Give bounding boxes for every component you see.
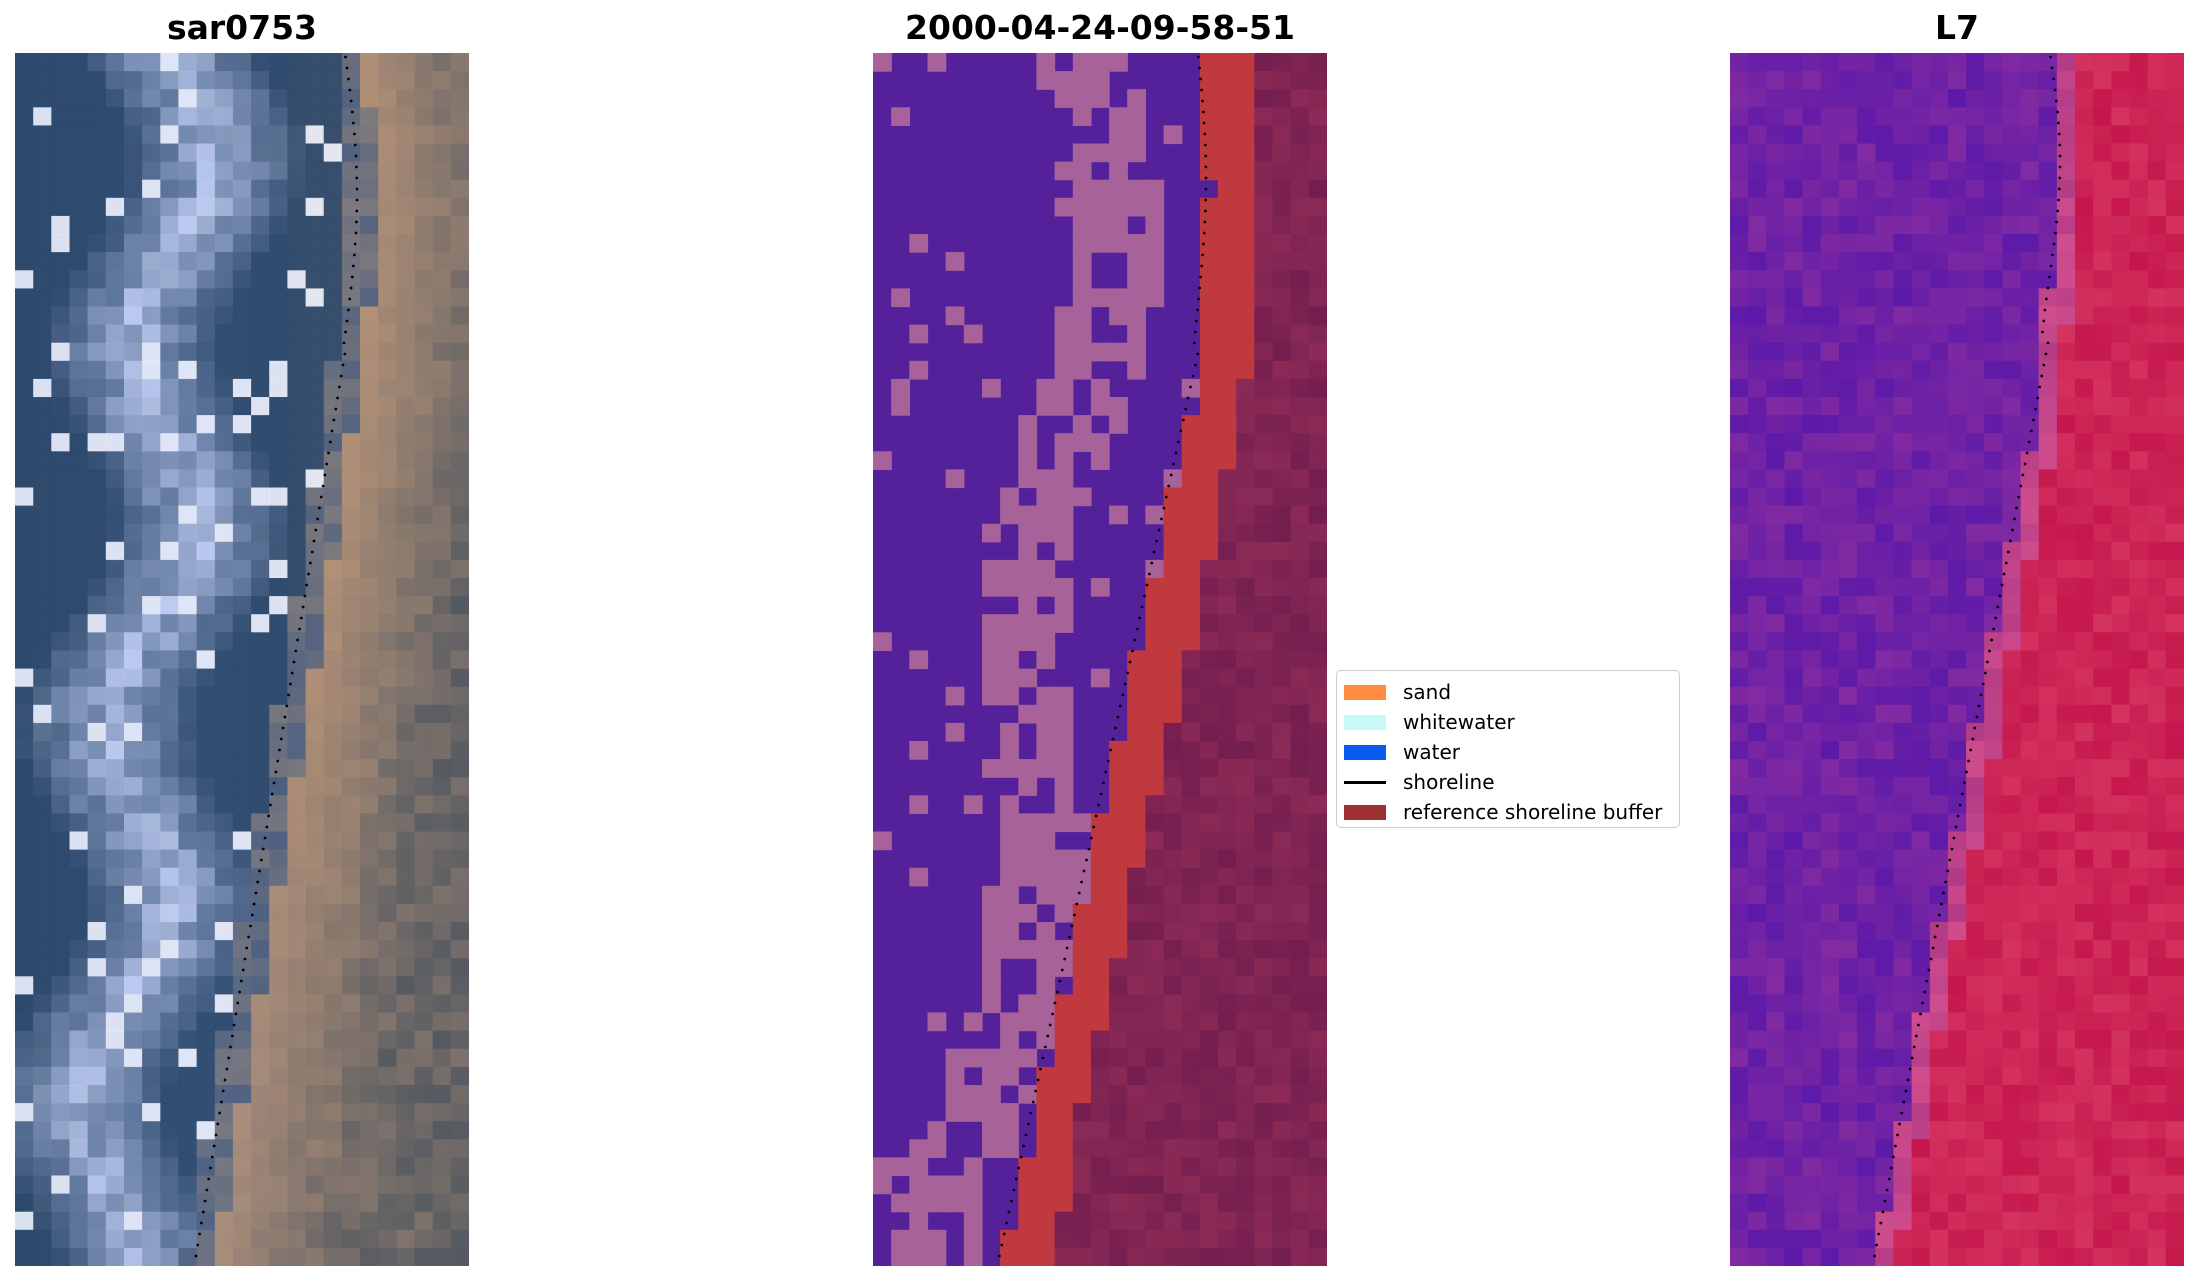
legend-item-whitewater: whitewater bbox=[1344, 707, 1671, 737]
legend-label: sand bbox=[1403, 680, 1452, 704]
legend-item-sand: sand bbox=[1344, 677, 1671, 707]
legend-swatch-water bbox=[1344, 744, 1386, 760]
classification-panel bbox=[873, 53, 1327, 1266]
legend-item-water: water bbox=[1344, 737, 1671, 767]
legend-label: whitewater bbox=[1403, 710, 1515, 734]
panel-title-classification: 2000-04-24-09-58-51 bbox=[905, 8, 1295, 47]
rgb-image bbox=[15, 53, 469, 1266]
legend-swatch-whitewater bbox=[1344, 714, 1386, 730]
panel-title-rgb: sar0753 bbox=[166, 8, 318, 47]
classified-image bbox=[873, 53, 1327, 1266]
legend-label: reference shoreline buffer bbox=[1403, 800, 1663, 824]
legend-swatch-sand bbox=[1344, 684, 1386, 700]
legend-label: water bbox=[1403, 740, 1460, 764]
panel-title-index: L7 bbox=[1935, 8, 1979, 47]
legend-swatch-reference-buffer bbox=[1344, 804, 1386, 820]
legend-item-shoreline: shoreline bbox=[1344, 767, 1671, 797]
legend-line-shoreline bbox=[1344, 780, 1386, 784]
legend-label: shoreline bbox=[1403, 770, 1495, 794]
index-image-panel bbox=[1730, 53, 2184, 1266]
legend: sand whitewater water shoreline referenc… bbox=[1336, 670, 1680, 828]
legend-item-reference-buffer: reference shoreline buffer bbox=[1344, 797, 1671, 827]
index-image bbox=[1730, 53, 2184, 1266]
rgb-image-panel bbox=[15, 53, 469, 1266]
